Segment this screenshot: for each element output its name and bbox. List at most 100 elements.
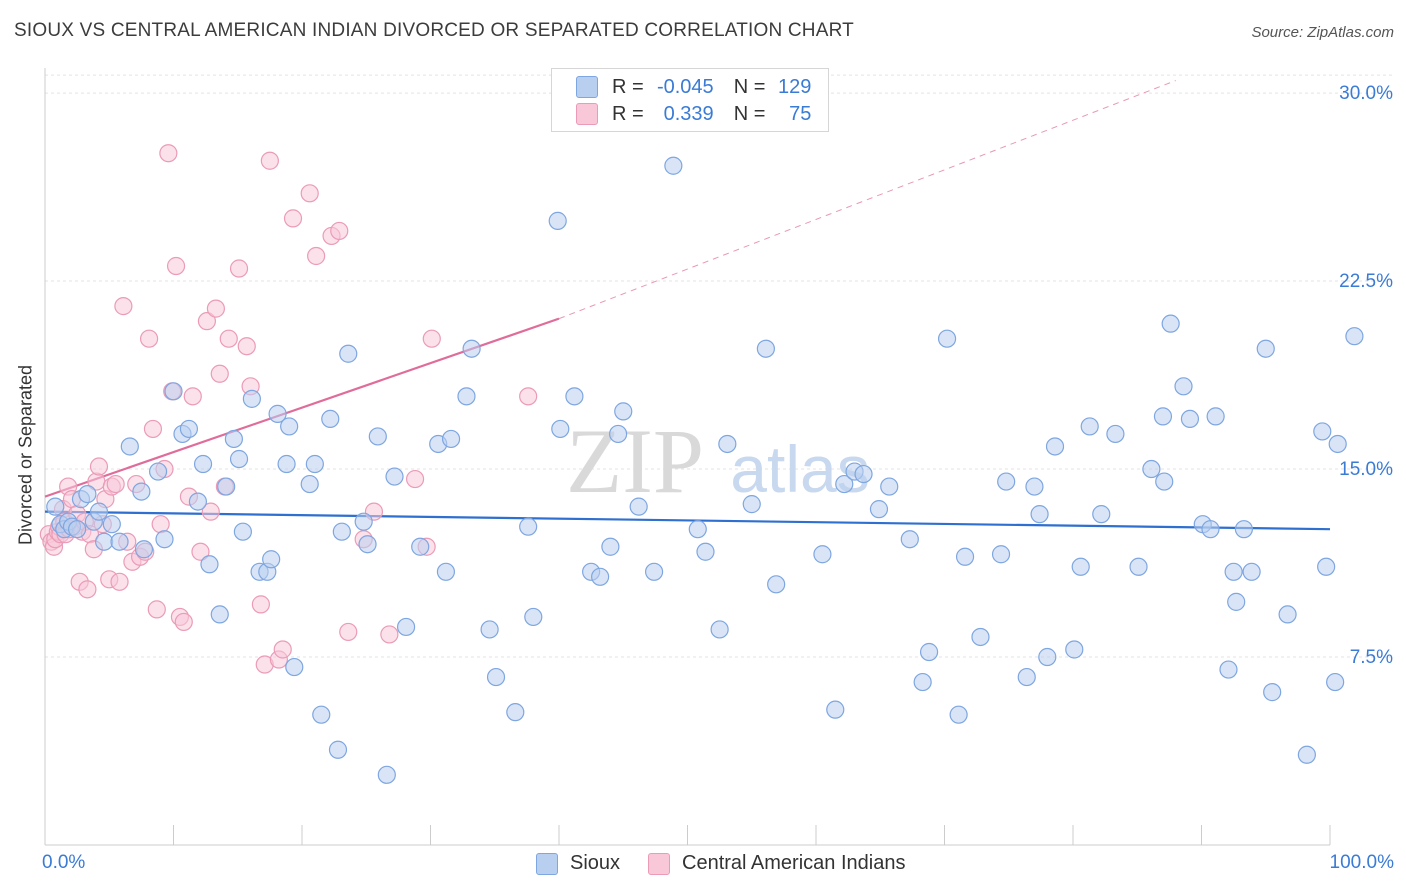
- point-sioux: [913, 672, 932, 692]
- point-sioux: [312, 705, 331, 724]
- point-sioux: [229, 449, 249, 469]
- point-sioux: [919, 642, 939, 662]
- point-cai: [237, 337, 256, 356]
- point-cai: [201, 502, 220, 521]
- point-cai: [283, 209, 303, 228]
- watermark: ZIP atlas: [566, 410, 870, 512]
- point-sioux: [268, 404, 287, 423]
- point-sioux: [955, 547, 975, 566]
- point-sioux: [1256, 339, 1275, 358]
- point-sioux: [900, 530, 919, 549]
- point-cai: [143, 419, 163, 439]
- point-sioux: [1092, 505, 1111, 524]
- point-sioux: [110, 532, 129, 551]
- point-sioux: [396, 617, 416, 637]
- legend-item-sioux[interactable]: Sioux: [536, 852, 620, 875]
- legend-swatch-sioux: [536, 852, 558, 875]
- point-sioux: [1263, 683, 1282, 702]
- point-sioux: [591, 567, 610, 586]
- point-sioux: [242, 389, 261, 408]
- point-sioux: [949, 705, 968, 724]
- point-sioux: [1317, 557, 1336, 576]
- point-sioux: [132, 482, 151, 501]
- point-cai: [422, 329, 441, 348]
- point-sioux: [411, 537, 430, 556]
- point-sioux: [869, 500, 889, 519]
- point-sioux: [565, 387, 584, 406]
- point-sioux: [89, 502, 109, 521]
- point-sioux: [997, 472, 1016, 491]
- point-cai: [405, 469, 425, 489]
- trend-line-sioux: [44, 510, 1331, 531]
- point-sioux: [813, 545, 832, 564]
- point-sioux: [457, 387, 476, 406]
- series-central-american-indians: [39, 144, 538, 674]
- point-sioux: [68, 520, 87, 539]
- point-sioux: [102, 515, 121, 534]
- point-sioux: [710, 620, 729, 639]
- point-sioux: [328, 740, 348, 759]
- point-cai: [519, 387, 538, 406]
- point-sioux: [332, 522, 351, 541]
- point-sioux: [224, 429, 243, 449]
- point-sioux: [354, 512, 373, 531]
- point-sioux: [339, 344, 358, 363]
- point-sioux: [688, 520, 707, 539]
- legend-item-cai[interactable]: Central American Indians: [648, 852, 905, 875]
- point-sioux: [767, 575, 786, 594]
- point-sioux: [835, 474, 854, 494]
- point-sioux: [1065, 640, 1084, 659]
- point-sioux: [1025, 477, 1044, 496]
- point-sioux: [179, 419, 199, 439]
- point-cai: [174, 612, 193, 632]
- point-cai: [191, 542, 210, 561]
- legend-r-label: R =: [612, 102, 644, 125]
- point-sioux: [95, 532, 114, 551]
- legend-r-label: R =: [612, 75, 644, 98]
- y-tick-labels: 7.5% 15.0% 22.5% 30.0%: [1339, 83, 1393, 668]
- point-sioux: [305, 454, 324, 474]
- point-cai: [139, 329, 159, 348]
- point-sioux: [1080, 417, 1099, 436]
- legend-swatch-cai: [648, 852, 670, 875]
- point-sioux: [1297, 745, 1316, 764]
- legend-row-cai: R = 0.339 N = 75: [576, 102, 811, 126]
- legend-swatch-cai: [576, 103, 598, 125]
- point-cai: [106, 474, 125, 494]
- series-legend: Sioux Central American Indians: [0, 852, 1406, 878]
- point-cai: [183, 387, 202, 406]
- axes: [44, 68, 1331, 846]
- point-sioux: [300, 474, 319, 494]
- x-tick-label-min: 0.0%: [42, 852, 86, 873]
- point-sioux: [1038, 647, 1057, 667]
- point-sioux: [1153, 407, 1173, 426]
- point-sioux: [210, 605, 229, 624]
- point-sioux: [480, 620, 499, 639]
- legend-swatch-sioux: [576, 76, 598, 98]
- point-sioux: [1278, 605, 1297, 624]
- point-sioux: [164, 382, 183, 401]
- point-sioux: [486, 667, 506, 687]
- point-sioux: [609, 424, 628, 444]
- point-sioux: [1155, 472, 1174, 491]
- point-sioux: [436, 562, 456, 581]
- point-sioux: [1129, 557, 1148, 576]
- y-axis-label: Divorced or Separated: [15, 364, 36, 546]
- point-sioux: [1045, 437, 1065, 456]
- point-cai: [151, 515, 170, 534]
- point-sioux: [280, 417, 299, 436]
- point-sioux: [1345, 327, 1364, 346]
- legend-n-label: N =: [733, 102, 766, 125]
- point-sioux: [155, 530, 174, 549]
- point-sioux: [1328, 434, 1347, 454]
- point-sioux: [664, 156, 683, 175]
- point-sioux: [321, 409, 340, 429]
- point-sioux: [385, 467, 404, 486]
- y-tick-label: 22.5%: [1339, 271, 1393, 292]
- point-sioux: [1219, 660, 1238, 679]
- point-sioux: [756, 339, 775, 358]
- point-cai: [330, 221, 349, 241]
- point-sioux: [120, 437, 139, 456]
- point-sioux: [277, 454, 296, 474]
- stats-legend: R = -0.045 N = 129 R = 0.339 N = 75: [551, 68, 829, 132]
